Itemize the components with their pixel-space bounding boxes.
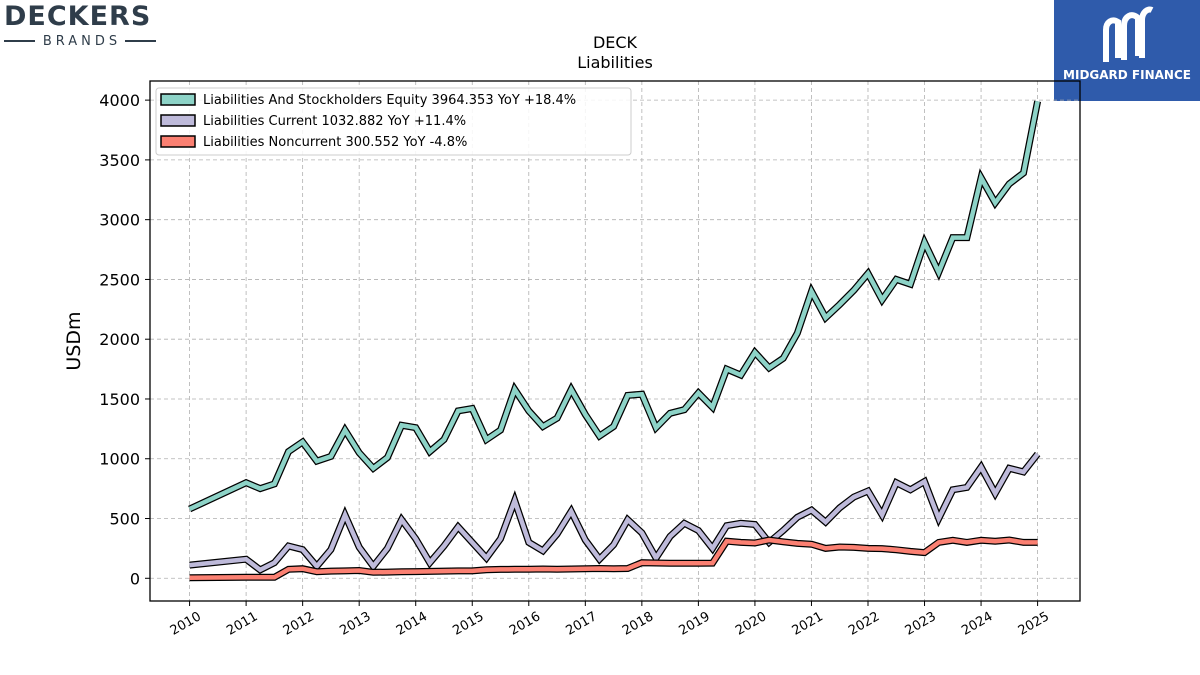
y-tick-label: 1000 [99,450,140,469]
legend-label: Liabilities Noncurrent 300.552 YoY -4.8% [203,135,467,150]
x-tick-label: 2025 [1016,609,1052,639]
chart-title: DECK [593,33,638,52]
deckers-brands-logo: DECKERS BRANDS [4,2,160,52]
x-tick-label: 2012 [281,609,317,639]
logo-rule-right [125,40,156,42]
y-tick-label: 4000 [99,91,140,110]
legend-label: Liabilities And Stockholders Equity 3964… [203,93,576,108]
midgard-emblem-icon [1103,6,1154,62]
x-tick-label: 2024 [959,609,995,639]
logo-subline: BRANDS [4,33,156,49]
chart-series [188,100,1042,582]
chart-grid [150,81,1080,601]
x-tick-label: 2018 [620,609,656,639]
plot-frame [149,80,1081,602]
x-tick-label: 2017 [563,609,599,639]
logo-wordmark: DECKERS [4,1,152,32]
y-axis: 0 500 1000 1500 2000 2500 3000 3500 4000 [99,91,150,588]
legend-label: Liabilities Current 1032.882 YoY +11.4% [203,114,466,129]
chart-legend: Liabilities And Stockholders Equity 3964… [155,87,632,156]
x-tick-label: 2016 [507,609,543,639]
x-tick-label: 2014 [394,609,430,639]
y-tick-label: 500 [109,510,140,529]
x-tick-label: 2021 [790,609,826,639]
y-tick-label: 3000 [99,211,140,230]
x-tick-label: 2022 [846,609,882,639]
x-tick-label: 2013 [337,609,373,639]
y-tick-label: 2500 [99,270,140,289]
x-tick-label: 2019 [677,609,713,639]
x-tick-label: 2020 [733,609,769,639]
x-tick-label: 2023 [903,609,939,639]
series-line-0 [188,100,1040,512]
y-tick-label: 3500 [99,151,140,170]
x-tick-label: 2011 [224,609,260,639]
legend-swatch [160,93,196,106]
legend-swatch [160,135,196,148]
x-tick-label: 2010 [168,609,204,639]
y-tick-label: 2000 [99,330,140,349]
x-axis: 2010 2011 2012 2013 2014 2015 2016 2017 2018 2019… [168,601,1052,639]
y-tick-label: 1500 [99,390,140,409]
legend-swatch [160,114,196,127]
legend-box [155,87,632,156]
logo-company-name: MIDGARD FINANCE [1063,68,1191,82]
logo-rule-left [4,40,35,42]
midgard-finance-logo: MIDGARD FINANCE [1054,0,1200,101]
y-tick-label: 0 [130,569,140,588]
y-axis-label: USDm [63,311,85,370]
chart-subtitle: Liabilities [577,53,653,72]
series-line-1 [189,452,1040,573]
logo-subtext: BRANDS [42,33,122,49]
x-tick-label: 2015 [450,609,486,639]
series-outline-0 [188,100,1042,513]
series-line-2 [189,537,1038,580]
